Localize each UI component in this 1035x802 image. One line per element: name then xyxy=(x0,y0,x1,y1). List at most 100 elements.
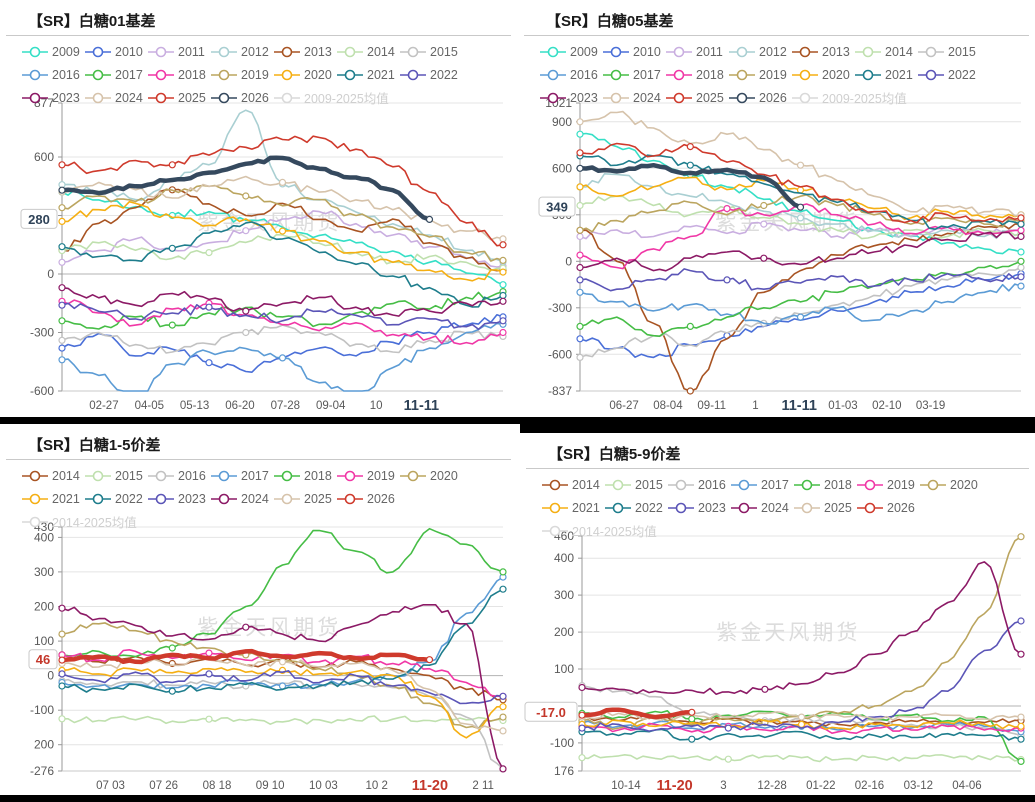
legend-item-2022[interactable]: 2022 xyxy=(400,63,463,86)
legend-item-2024[interactable]: 2024 xyxy=(603,86,666,109)
svg-text:-300: -300 xyxy=(30,326,54,340)
legend-item-2023[interactable]: 2023 xyxy=(668,496,731,519)
legend-item-2019[interactable]: 2019 xyxy=(857,473,920,496)
legend-item-2017[interactable]: 2017 xyxy=(85,63,148,86)
legend-item-2011[interactable]: 2011 xyxy=(148,40,211,63)
legend-item-2014[interactable]: 2014 xyxy=(855,40,918,63)
legend-marker-icon xyxy=(603,69,629,80)
legend-label: 2016 xyxy=(570,67,598,82)
legend-item-2013[interactable]: 2013 xyxy=(792,40,855,63)
legend-item-2026[interactable]: 2026 xyxy=(729,86,792,109)
legend-label: 2026 xyxy=(367,491,395,506)
legend-item-2009-2025均值[interactable]: 2009-2025均值 xyxy=(274,86,395,109)
legend-marker-icon xyxy=(211,46,237,57)
legend-item-2012[interactable]: 2012 xyxy=(211,40,274,63)
legend-item-2013[interactable]: 2013 xyxy=(274,40,337,63)
legend-item-2018[interactable]: 2018 xyxy=(666,63,729,86)
legend-item-2009[interactable]: 2009 xyxy=(540,40,603,63)
legend-item-2015[interactable]: 2015 xyxy=(605,473,668,496)
legend-label: 2024 xyxy=(761,500,789,515)
legend-item-2025[interactable]: 2025 xyxy=(274,487,337,510)
legend: 2014 2015 2016 2017 2018 2019 2020 2021 2022 2023… xyxy=(22,464,509,533)
legend-item-2025[interactable]: 2025 xyxy=(666,86,729,109)
legend-label: 2019 xyxy=(367,468,395,483)
legend-item-2014[interactable]: 2014 xyxy=(542,473,605,496)
legend-item-2017[interactable]: 2017 xyxy=(211,464,274,487)
legend-item-2022[interactable]: 2022 xyxy=(605,496,668,519)
legend-item-2017[interactable]: 2017 xyxy=(731,473,794,496)
svg-text:03-12: 03-12 xyxy=(904,780,933,792)
legend-item-2010[interactable]: 2010 xyxy=(603,40,666,63)
legend-item-2019[interactable]: 2019 xyxy=(729,63,792,86)
legend-item-2021[interactable]: 2021 xyxy=(542,496,605,519)
legend-item-2024[interactable]: 2024 xyxy=(85,86,148,109)
legend-item-2021[interactable]: 2021 xyxy=(22,487,85,510)
legend-label: 2024 xyxy=(115,90,143,105)
legend-marker-icon xyxy=(337,46,363,57)
legend-label: 2022 xyxy=(430,67,458,82)
legend-item-2009-2025均值[interactable]: 2009-2025均值 xyxy=(792,86,913,109)
legend-item-2016[interactable]: 2016 xyxy=(668,473,731,496)
legend-item-2014-2025均值[interactable]: 2014-2025均值 xyxy=(22,510,143,533)
legend-marker-icon xyxy=(729,69,755,80)
legend-item-2011[interactable]: 2011 xyxy=(666,40,729,63)
legend-item-2020[interactable]: 2020 xyxy=(400,464,463,487)
legend-marker-icon xyxy=(400,470,426,481)
svg-text:300: 300 xyxy=(554,588,574,602)
legend-item-2010[interactable]: 2010 xyxy=(85,40,148,63)
legend-item-2025[interactable]: 2025 xyxy=(148,86,211,109)
legend-item-2014[interactable]: 2014 xyxy=(22,464,85,487)
svg-text:46: 46 xyxy=(36,652,50,667)
legend-item-2023[interactable]: 2023 xyxy=(540,86,603,109)
legend-item-2023[interactable]: 2023 xyxy=(148,487,211,510)
legend-item-2012[interactable]: 2012 xyxy=(729,40,792,63)
svg-text:07 03: 07 03 xyxy=(96,780,125,792)
legend-item-2024[interactable]: 2024 xyxy=(211,487,274,510)
legend-item-2020[interactable]: 2020 xyxy=(274,63,337,86)
svg-text:10-14: 10-14 xyxy=(611,780,641,792)
legend-marker-icon xyxy=(211,92,237,103)
legend-item-2018[interactable]: 2018 xyxy=(148,63,211,86)
legend-item-2015[interactable]: 2015 xyxy=(918,40,981,63)
legend-marker-icon xyxy=(792,69,818,80)
legend-item-2015[interactable]: 2015 xyxy=(85,464,148,487)
legend-item-2020[interactable]: 2020 xyxy=(792,63,855,86)
svg-text:-600: -600 xyxy=(30,384,54,398)
legend-item-2020[interactable]: 2020 xyxy=(920,473,983,496)
legend-item-2021[interactable]: 2021 xyxy=(855,63,918,86)
svg-text:-600: -600 xyxy=(548,347,572,361)
legend-marker-icon xyxy=(540,69,566,80)
svg-text:400: 400 xyxy=(34,530,54,544)
legend-label: 2022 xyxy=(115,491,143,506)
legend-item-2025[interactable]: 2025 xyxy=(794,496,857,519)
legend: 2009 2010 2011 2012 2013 2014 2015 2016 2017 2018… xyxy=(22,40,509,109)
legend-item-2016[interactable]: 2016 xyxy=(148,464,211,487)
legend-item-2018[interactable]: 2018 xyxy=(274,464,337,487)
legend-item-2014[interactable]: 2014 xyxy=(337,40,400,63)
legend-item-2026[interactable]: 2026 xyxy=(337,487,400,510)
legend-marker-icon xyxy=(918,46,944,57)
legend-item-2026[interactable]: 2026 xyxy=(857,496,920,519)
legend-item-2015[interactable]: 2015 xyxy=(400,40,463,63)
legend-item-2009[interactable]: 2009 xyxy=(22,40,85,63)
legend-item-2024[interactable]: 2024 xyxy=(731,496,794,519)
legend-item-2026[interactable]: 2026 xyxy=(211,86,274,109)
legend-label: 2013 xyxy=(304,44,332,59)
legend-item-2014-2025均值[interactable]: 2014-2025均值 xyxy=(542,519,663,542)
legend-item-2018[interactable]: 2018 xyxy=(794,473,857,496)
legend-item-2021[interactable]: 2021 xyxy=(337,63,400,86)
legend-marker-icon xyxy=(666,46,692,57)
legend-item-2022[interactable]: 2022 xyxy=(918,63,981,86)
svg-text:0: 0 xyxy=(565,254,572,268)
legend-item-2017[interactable]: 2017 xyxy=(603,63,666,86)
legend-item-2016[interactable]: 2016 xyxy=(540,63,603,86)
legend-label: 2019 xyxy=(759,67,787,82)
legend-item-2019[interactable]: 2019 xyxy=(337,464,400,487)
legend-label: 2011 xyxy=(178,44,205,59)
legend-item-2023[interactable]: 2023 xyxy=(22,86,85,109)
legend-item-2016[interactable]: 2016 xyxy=(22,63,85,86)
legend-item-2019[interactable]: 2019 xyxy=(211,63,274,86)
legend-item-2022[interactable]: 2022 xyxy=(85,487,148,510)
svg-text:176: 176 xyxy=(554,764,574,778)
